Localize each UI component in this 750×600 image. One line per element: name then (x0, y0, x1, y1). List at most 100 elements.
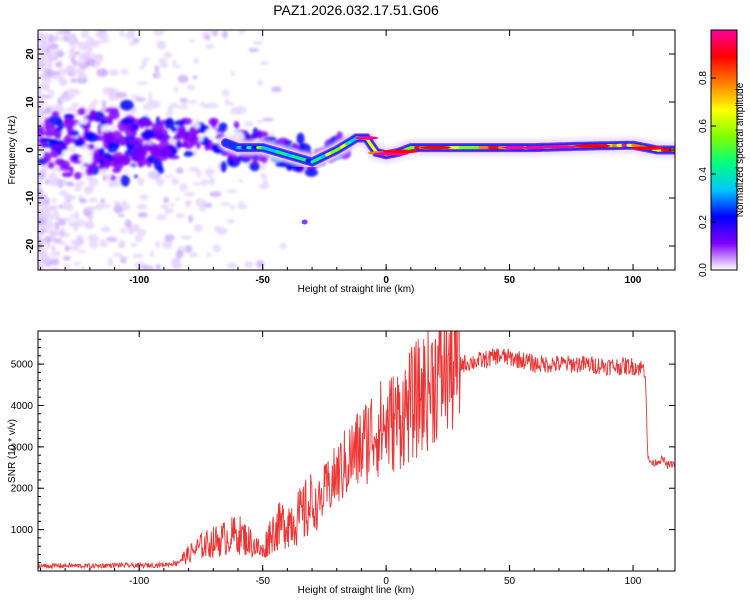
spectrogram-speckle (107, 87, 116, 95)
spectrogram-clump (304, 168, 318, 177)
spectrogram-clump (63, 114, 75, 119)
spectrogram-speckle (100, 198, 106, 204)
snr-x-axis-label: Height of straight line (km) (298, 585, 415, 596)
spectrogram-y-tick-label: -10 (25, 190, 36, 205)
spectrogram-speckle (155, 214, 168, 221)
snr-y-tick-label: 5000 (11, 360, 34, 371)
spectrogram-clump (74, 139, 85, 148)
spectrogram-speckle (129, 161, 140, 165)
spectrogram-speckle (83, 186, 93, 195)
spectrogram-speckle (256, 260, 265, 269)
spectrogram-speckle (138, 65, 146, 70)
spectrogram-speckle (72, 261, 81, 266)
spectrogram-speckle (47, 89, 55, 97)
spectrogram-y-tick-label: -20 (25, 238, 36, 253)
spectrogram-speckle (44, 235, 52, 243)
spectrogram-clump (136, 155, 148, 167)
spectrogram-speckle (191, 182, 204, 186)
spectrogram-speckle (68, 39, 74, 46)
spectrogram-clump (131, 147, 144, 158)
spectrogram-speckle (205, 44, 215, 49)
spectrogram-speckle (63, 263, 71, 269)
spectrogram-speckle (186, 99, 199, 104)
spectrogram-speckle (130, 243, 138, 248)
snr-frame (37, 330, 676, 572)
spectrogram-clump (78, 118, 89, 125)
spectrogram-speckle (65, 107, 77, 112)
spectrogram-speckle (92, 39, 101, 48)
spectrogram-speckle (188, 39, 196, 43)
spectrogram-speckle (119, 228, 127, 234)
spectrogram-speckle (83, 54, 90, 59)
spectrogram-clump (120, 99, 134, 111)
spectrogram-speckle (156, 40, 166, 46)
spectrogram-speckle (238, 178, 244, 183)
spectrogram-speckle (154, 65, 160, 73)
spectrogram-speckle (74, 51, 81, 55)
spectrogram-speckle (80, 266, 86, 270)
spectrogram-speckle (224, 98, 230, 106)
snr-y-tick-label: 4000 (11, 401, 34, 412)
spectrogram-y-tick-label: 20 (25, 48, 36, 60)
spectrogram-image (38, 30, 675, 270)
spectrogram-speckle (53, 70, 61, 76)
spectrogram-speckle (119, 30, 125, 37)
spectrogram-speckle (137, 212, 148, 218)
spectrogram-x-axis-label: Height of straight line (km) (298, 284, 415, 295)
spectrogram-speckle (38, 212, 47, 218)
spectrogram-speckle (38, 258, 45, 264)
spectrogram-y-axis-label: Frequency (Hz) (7, 116, 18, 185)
spectrogram-speckle (121, 203, 131, 211)
spectrogram-speckle (51, 245, 56, 254)
colorbar-gradient (711, 30, 737, 270)
snr-panel: -100 -50 0 50 100 1000 2000 3000 4000 5000 Height… (7, 330, 676, 596)
spectrogram-speckle (70, 78, 78, 83)
spectrogram-speckle (89, 239, 99, 249)
spectrogram-speckle (260, 172, 268, 180)
spectrogram-speckle (92, 54, 104, 58)
spectrogram-clump (178, 149, 184, 154)
spectrogram-speckle (61, 201, 70, 211)
spectrogram-clump (66, 125, 75, 136)
spectrogram-clump (73, 171, 82, 180)
colorbar: 0.0 0.2 0.4 0.6 0.8 Normalized spectral ampl… (698, 29, 746, 277)
spectrogram-clump (206, 128, 218, 138)
spectrogram-speckle (78, 61, 83, 65)
colorbar-tick-label: 0.2 (698, 215, 709, 229)
spectrogram-speckle (94, 30, 106, 38)
spectrogram-speckle (173, 86, 179, 93)
spectrogram-speckle (229, 102, 234, 106)
spectrogram-speckle (164, 112, 174, 117)
spectrogram-speckle (130, 94, 140, 99)
spectrogram-speckle (100, 226, 111, 233)
spectrogram-clump (50, 148, 59, 158)
spectrogram-speckle (161, 240, 173, 250)
spectrogram-speckle (76, 41, 83, 46)
colorbar-tick-label: 0.4 (698, 167, 709, 181)
spectrogram-speckle (38, 107, 44, 116)
spectrogram-clump (124, 128, 137, 138)
spectrogram-speckle (253, 40, 264, 46)
spectrogram-speckle (164, 234, 175, 242)
colorbar-tick-label: 0.6 (698, 119, 709, 133)
spectrogram-speckle (100, 203, 112, 208)
spectrogram-clump (163, 147, 173, 158)
spectrogram-speckle (160, 204, 169, 209)
spectrogram-clump (233, 121, 240, 129)
spectrogram-speckle (60, 31, 68, 36)
spectrogram-clump (113, 159, 124, 171)
spectrogram-speckle (45, 106, 52, 112)
spectrogram-speckle (134, 261, 146, 268)
spectrogram-speckle (138, 194, 149, 200)
spectrogram-speckle (177, 74, 189, 84)
spectrogram-clump (48, 162, 55, 169)
spectrogram-clump (157, 166, 165, 174)
spectrogram-speckle (137, 228, 147, 237)
spectrogram-clump (72, 155, 78, 161)
snr-x-tick-label: 0 (383, 576, 389, 587)
spectrogram-speckle (69, 45, 76, 52)
spectrogram-speckle (38, 89, 43, 94)
spectrogram-speckle (137, 177, 145, 186)
spectrogram-clump (284, 140, 293, 145)
spectrogram-clump (86, 132, 99, 143)
